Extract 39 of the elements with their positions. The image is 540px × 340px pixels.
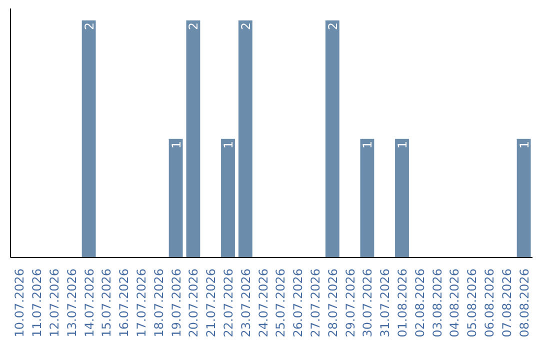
x-tick-label: 24.07.2026 — [256, 268, 270, 338]
x-tick-label: 19.07.2026 — [169, 268, 184, 338]
x-tick-label: 27.07.2026 — [308, 268, 322, 338]
x-tick-label: 16.07.2026 — [117, 268, 132, 338]
data-label: 2 — [326, 22, 340, 30]
x-tick-label: 22.07.2026 — [222, 268, 236, 338]
x-tick-label: 28.07.2026 — [326, 268, 340, 338]
data-label: 1 — [517, 140, 532, 149]
data-label: 1 — [169, 140, 184, 149]
x-tick-label: 02.08.2026 — [412, 268, 427, 338]
data-label: 2 — [238, 22, 253, 30]
x-tick-label: 20.07.2026 — [186, 268, 201, 338]
x-tick-label: 14.07.2026 — [82, 268, 96, 338]
x-tick-label: 13.07.2026 — [64, 268, 79, 338]
x-tick-label: 29.07.2026 — [343, 268, 358, 338]
x-tick-label: 04.08.2026 — [448, 268, 462, 338]
data-label: 2 — [82, 22, 96, 30]
x-tick-label: 05.08.2026 — [465, 268, 480, 338]
x-tick-label: 03.08.2026 — [430, 268, 444, 338]
x-tick-label: 23.07.2026 — [238, 268, 253, 338]
x-tick-label: 08.08.2026 — [517, 268, 532, 338]
data-label: 2 — [186, 22, 201, 30]
x-tick-label: 26.07.2026 — [291, 268, 306, 338]
x-tick-label: 17.07.2026 — [134, 268, 148, 338]
x-tick-label: 11.07.2026 — [30, 268, 44, 338]
x-tick-label: 31.07.2026 — [378, 268, 392, 338]
x-tick-label: 10.07.2026 — [12, 268, 27, 338]
x-tick-label: 18.07.2026 — [152, 268, 166, 338]
x-tick-label: 25.07.2026 — [274, 268, 288, 338]
x-tick-label: 01.08.2026 — [396, 268, 410, 338]
x-tick-label: 21.07.2026 — [204, 268, 218, 338]
data-label: 1 — [396, 140, 410, 149]
x-tick-label: 30.07.2026 — [360, 268, 375, 338]
x-tick-label: 06.08.2026 — [482, 268, 496, 338]
x-tick-label: 15.07.2026 — [100, 268, 114, 338]
data-label: 1 — [222, 140, 236, 149]
data-label: 1 — [360, 140, 375, 149]
x-tick-label: 07.08.2026 — [500, 268, 514, 338]
x-tick-label: 12.07.2026 — [48, 268, 62, 338]
